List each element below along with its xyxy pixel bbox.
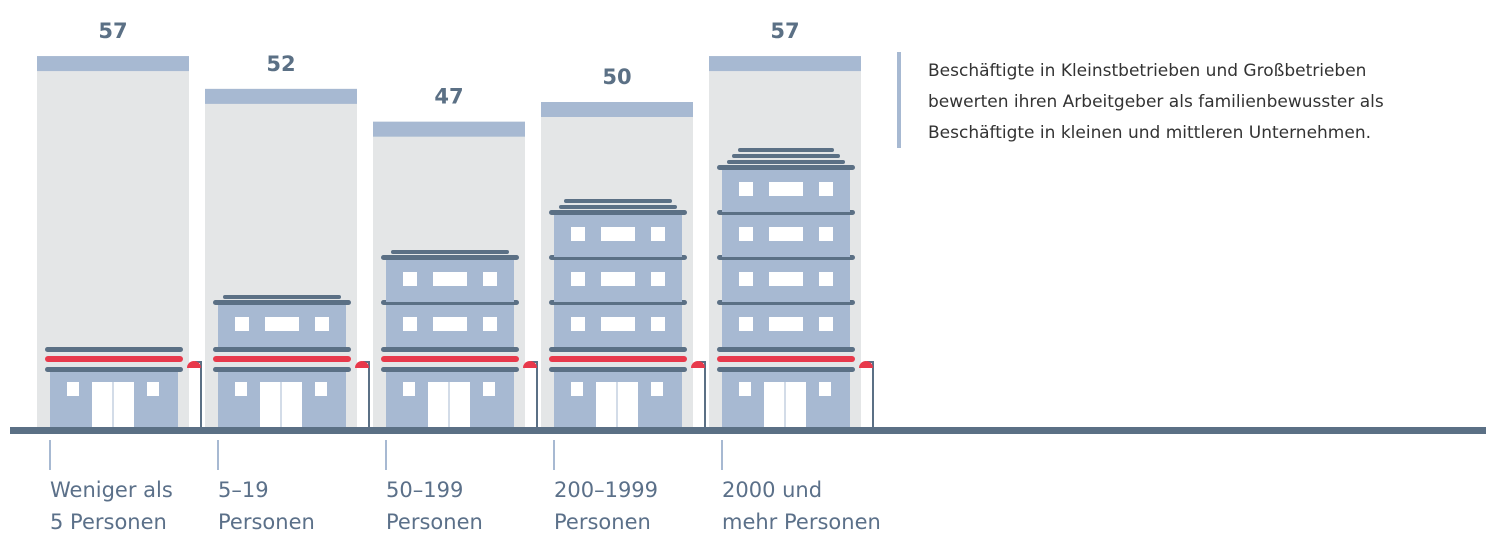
window <box>433 272 467 286</box>
band <box>717 165 855 170</box>
x-tick-label: 200–1999 Personen <box>554 474 658 538</box>
band <box>45 347 183 352</box>
window <box>601 272 635 286</box>
band <box>717 347 855 352</box>
window <box>571 227 585 241</box>
window <box>819 182 833 196</box>
roof <box>391 250 509 254</box>
window <box>403 272 417 286</box>
band <box>381 367 519 372</box>
window <box>433 317 467 331</box>
bar-cap <box>373 122 525 137</box>
roof <box>738 148 834 152</box>
band <box>717 367 855 372</box>
band <box>45 367 183 372</box>
window <box>739 182 753 196</box>
window <box>819 382 831 396</box>
band <box>45 356 183 362</box>
window <box>483 272 497 286</box>
band <box>213 356 351 362</box>
window <box>651 317 665 331</box>
roof <box>559 205 677 209</box>
window <box>403 382 415 396</box>
window <box>483 382 495 396</box>
window <box>265 317 299 331</box>
ground <box>10 427 1486 434</box>
window <box>571 382 583 396</box>
value-label: 52 <box>266 52 295 76</box>
window <box>769 227 803 241</box>
roof <box>727 160 845 164</box>
window <box>571 272 585 286</box>
band <box>381 347 519 352</box>
band <box>213 367 351 372</box>
band <box>213 347 351 352</box>
band <box>549 367 687 372</box>
value-label: 57 <box>770 19 799 43</box>
window <box>819 272 833 286</box>
x-tick-label: 50–199 Personen <box>386 474 483 538</box>
window <box>739 382 751 396</box>
window <box>235 382 247 396</box>
window <box>651 272 665 286</box>
window <box>147 382 159 396</box>
x-tick-label: 5–19 Personen <box>218 474 315 538</box>
chart: 57 52 47 50 57 Beschäftigte in Kleinstbetrie… <box>0 0 1486 559</box>
bar-cap <box>205 89 357 104</box>
x-tick-label: Weniger als 5 Personen <box>50 474 173 538</box>
lamp <box>699 362 705 428</box>
window <box>571 317 585 331</box>
window <box>739 272 753 286</box>
window <box>769 317 803 331</box>
value-label: 47 <box>434 85 463 109</box>
window <box>739 227 753 241</box>
roof <box>223 295 341 299</box>
window <box>819 317 833 331</box>
bar-cap <box>709 56 861 71</box>
window <box>739 317 753 331</box>
bar-cap <box>541 102 693 117</box>
band <box>549 210 687 215</box>
lamp <box>195 362 201 428</box>
window <box>235 317 249 331</box>
window <box>769 182 803 196</box>
value-label: 50 <box>602 65 631 89</box>
window <box>67 382 79 396</box>
window <box>819 227 833 241</box>
band <box>213 300 351 305</box>
window <box>601 317 635 331</box>
band <box>381 255 519 260</box>
annotation: Beschäftigte in Kleinstbetrieben und Gro… <box>928 56 1384 149</box>
window <box>651 382 663 396</box>
window <box>483 317 497 331</box>
value-label: 57 <box>98 19 127 43</box>
lamp <box>867 362 873 428</box>
x-tick-label: 2000 und mehr Personen <box>722 474 881 538</box>
window <box>315 317 329 331</box>
lamp <box>531 362 537 428</box>
window <box>651 227 665 241</box>
window <box>403 317 417 331</box>
band <box>549 356 687 362</box>
window <box>769 272 803 286</box>
window <box>315 382 327 396</box>
roof <box>564 199 672 203</box>
note-bar <box>897 52 901 148</box>
band <box>717 356 855 362</box>
band <box>549 347 687 352</box>
lamp <box>363 362 369 428</box>
bar-cap <box>37 56 189 71</box>
band <box>381 356 519 362</box>
roof <box>732 154 840 158</box>
window <box>601 227 635 241</box>
